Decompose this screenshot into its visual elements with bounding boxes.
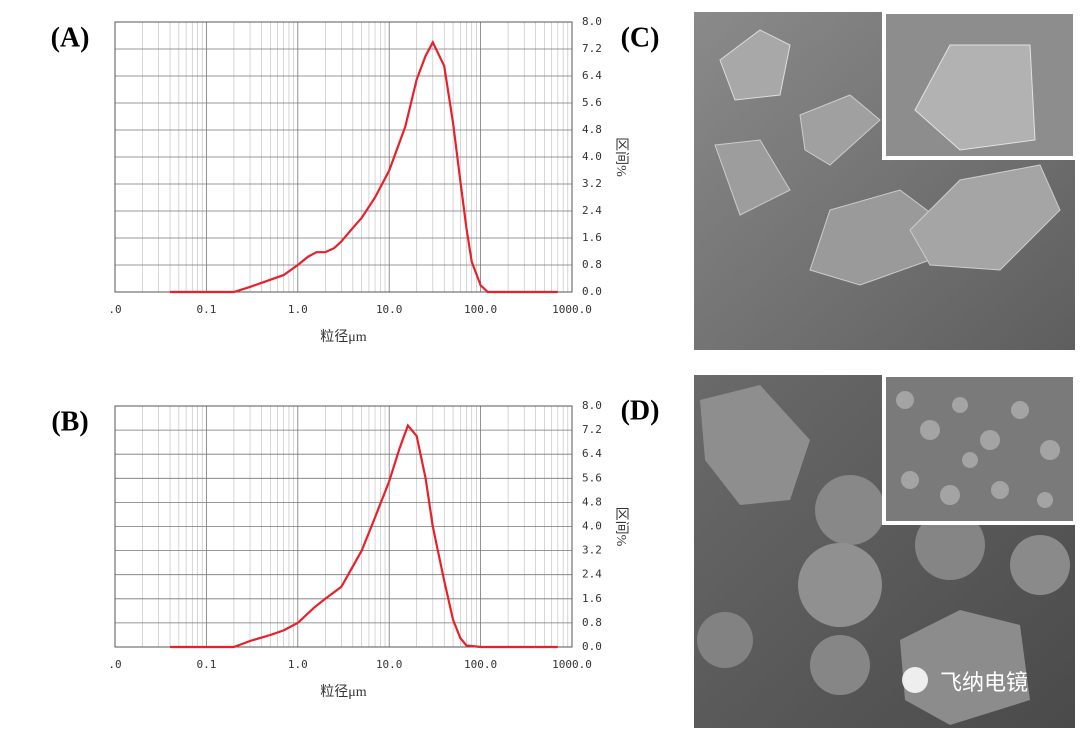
y-tick-label: 2.4 xyxy=(582,568,602,581)
y-tick-label: 3.2 xyxy=(582,177,602,190)
y-tick-label: 4.8 xyxy=(582,123,602,136)
plot-frame xyxy=(114,405,573,648)
watermark: 飞纳电镜 xyxy=(940,671,1028,696)
x-tick-label: 100.0 xyxy=(464,658,497,671)
sem-image-c xyxy=(694,10,1077,350)
panel-label: (D) xyxy=(621,395,660,426)
plot-frame xyxy=(114,21,573,293)
y-tick-label: 4.0 xyxy=(582,520,602,533)
y-tick-label: 0.0 xyxy=(582,285,602,298)
panel-label: (C) xyxy=(621,22,660,53)
x-tick-label: 0.1 xyxy=(196,658,216,671)
y-tick-label: 8.0 xyxy=(582,399,602,412)
y-axis-label: 区间% xyxy=(613,507,629,547)
y-tick-label: 4.0 xyxy=(582,150,602,163)
x-tick-label: 1.0 xyxy=(288,303,308,316)
charts: (A) .0 0.1 1.0 10.0 100.0 1000.0 0.0 0.8 1.6 2.4 3.… xyxy=(51,15,629,700)
y-tick-label: 1.6 xyxy=(582,231,602,244)
y-tick-label: 6.4 xyxy=(582,69,602,82)
x-tick-label: 1000.0 xyxy=(552,658,592,671)
y-tick-label: 5.6 xyxy=(582,471,602,484)
y-tick-label: 2.4 xyxy=(582,204,602,217)
curve xyxy=(170,423,558,649)
x-axis-label: 粒径μm xyxy=(320,684,367,700)
curve xyxy=(170,39,558,294)
y-tick-label: 7.2 xyxy=(582,423,602,436)
y-axis-label: 区间% xyxy=(613,137,629,177)
y-tick-label: 7.2 xyxy=(582,42,602,55)
y-tick-label: 6.4 xyxy=(582,447,602,460)
sem-image-d xyxy=(694,373,1077,728)
x-tick-label: 1.0 xyxy=(288,658,308,671)
y-tick-label: 0.0 xyxy=(582,640,602,653)
panel-label: (B) xyxy=(51,406,88,437)
y-tick-label: 0.8 xyxy=(582,616,602,629)
y-tick-label: 3.2 xyxy=(582,544,602,557)
y-tick-label: 5.6 xyxy=(582,96,602,109)
x-tick-label: .0 xyxy=(108,658,121,671)
x-axis-label: 粒径μm xyxy=(320,329,367,345)
x-tick-label: 10.0 xyxy=(376,658,403,671)
panel-label: (A) xyxy=(51,22,90,53)
x-tick-label: 100.0 xyxy=(464,303,497,316)
y-tick-label: 8.0 xyxy=(582,15,602,28)
y-tick-label: 0.8 xyxy=(582,258,602,271)
y-tick-label: 1.6 xyxy=(582,592,602,605)
x-tick-label: 0.1 xyxy=(196,303,216,316)
x-tick-label: 1000.0 xyxy=(552,303,592,316)
x-tick-label: .0 xyxy=(108,303,121,316)
x-tick-label: 10.0 xyxy=(376,303,403,316)
y-tick-label: 4.8 xyxy=(582,495,602,508)
